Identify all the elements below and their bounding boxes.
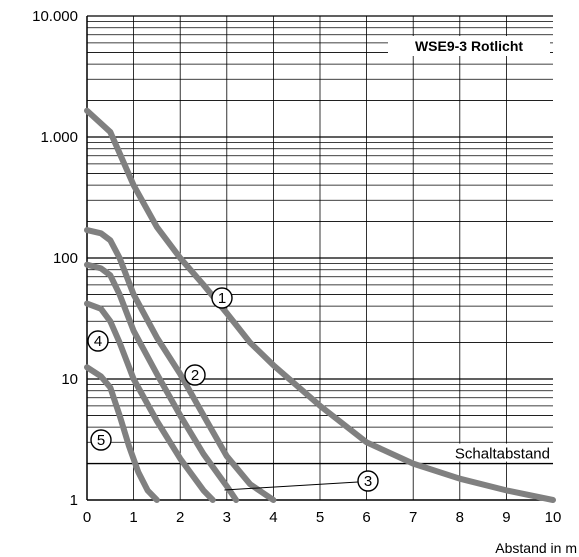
reference-line-group: Schaltabstand xyxy=(87,443,553,465)
curve-2 xyxy=(84,227,277,503)
x-tick-label: 3 xyxy=(223,509,231,526)
curve-1 xyxy=(84,107,556,503)
curve-label-2: 2 xyxy=(191,367,199,384)
curve-label-circle-3 xyxy=(357,470,379,492)
chart-title: WSE9-3 Rotlicht xyxy=(415,38,523,54)
curve-label-3: 3 xyxy=(364,473,372,490)
x-axis-label: Abstand in m xyxy=(495,540,577,556)
x-tick-label: 10 xyxy=(545,509,562,526)
y-tick-label: 1 xyxy=(70,492,78,509)
reference-line-label: Schaltabstand xyxy=(455,446,550,463)
curve-4 xyxy=(84,300,216,503)
reference-label-bg xyxy=(420,443,551,462)
y-tick-label: 1.000 xyxy=(40,129,78,146)
y-tick-label: 10 xyxy=(61,371,78,388)
curve-3 xyxy=(84,261,240,503)
curve-label-circle-2 xyxy=(184,364,206,386)
x-tick-label: 0 xyxy=(83,509,91,526)
curve-label-1: 1 xyxy=(218,290,226,307)
x-tick-label: 1 xyxy=(129,509,137,526)
x-tick-label: 8 xyxy=(456,509,464,526)
x-tick-label: 6 xyxy=(362,509,370,526)
grid xyxy=(87,16,553,500)
y-tick-label: 100 xyxy=(53,250,78,267)
axes xyxy=(86,15,553,501)
curve-label-circle-5 xyxy=(90,429,112,451)
x-tick-label: 7 xyxy=(409,509,417,526)
curves xyxy=(84,107,556,503)
curve-label-4: 4 xyxy=(94,333,102,350)
curve-labels: 1 2 4 5 3 xyxy=(87,287,379,492)
title-bg xyxy=(388,36,550,56)
curve-3-leader-line xyxy=(224,481,359,491)
x-tick-label: 5 xyxy=(316,509,324,526)
curve-label-circle-1 xyxy=(211,287,233,309)
x-tick-label: 4 xyxy=(269,509,277,526)
y-tick-label: 10.000 xyxy=(32,8,78,25)
x-tick-label: 9 xyxy=(502,509,510,526)
curve-label-5: 5 xyxy=(97,432,105,449)
curve-5 xyxy=(84,364,160,503)
title-group: WSE9-3 Rotlicht xyxy=(388,36,550,56)
x-tick-label: 2 xyxy=(176,509,184,526)
curve-label-circle-4 xyxy=(87,330,109,352)
